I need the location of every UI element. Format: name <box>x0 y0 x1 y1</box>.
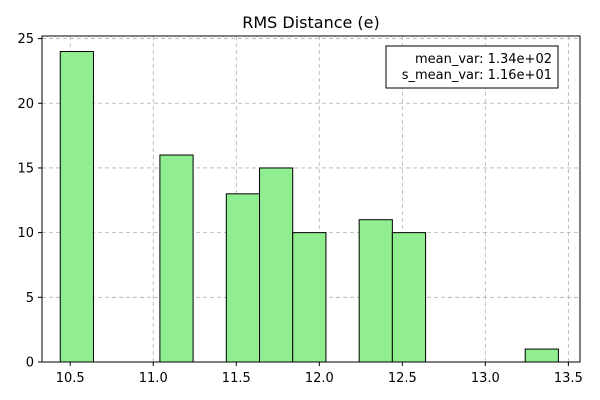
x-tick-label: 11.0 <box>139 371 168 386</box>
histogram-bar <box>159 154 194 363</box>
stats-annotation-box: mean_var: 1.34e+02 s_mean_var: 1.16e+01 <box>385 45 559 89</box>
x-tick-label: 11.5 <box>222 371 251 386</box>
x-tick-label: 10.5 <box>56 371 85 386</box>
y-tick-label: 25 <box>17 32 34 47</box>
stat-line-mean-var: mean_var: 1.34e+02 <box>415 52 552 67</box>
histogram-bar <box>358 219 393 363</box>
y-tick-label: 15 <box>17 161 34 176</box>
histogram-bar <box>259 167 294 363</box>
plot-frame <box>41 35 581 363</box>
chart-title: RMS Distance (e) <box>242 13 380 32</box>
bars <box>59 51 559 363</box>
y-tick-label: 0 <box>26 356 34 371</box>
stats-box-frame <box>385 45 559 89</box>
stat-line-s-mean-var: s_mean_var: 1.16e+01 <box>402 68 552 83</box>
histogram-bar <box>391 232 427 363</box>
x-axis-ticks: 10.5 11.0 11.5 12.0 12.5 13.0 13.5 <box>56 362 583 386</box>
y-axis-ticks: 0 5 10 15 20 25 <box>17 32 42 371</box>
histogram-bar <box>524 348 559 363</box>
y-tick-label: 10 <box>17 226 34 241</box>
x-tick-label: 12.5 <box>388 371 417 386</box>
y-tick-label: 20 <box>17 97 34 112</box>
x-tick-label: 12.0 <box>305 371 334 386</box>
histogram-bar <box>292 232 327 363</box>
histogram-bar <box>225 193 261 363</box>
x-tick-label: 13.0 <box>471 371 500 386</box>
y-tick-label: 5 <box>26 291 34 306</box>
x-tick-label: 13.5 <box>554 371 583 386</box>
histogram-bar <box>59 51 94 363</box>
